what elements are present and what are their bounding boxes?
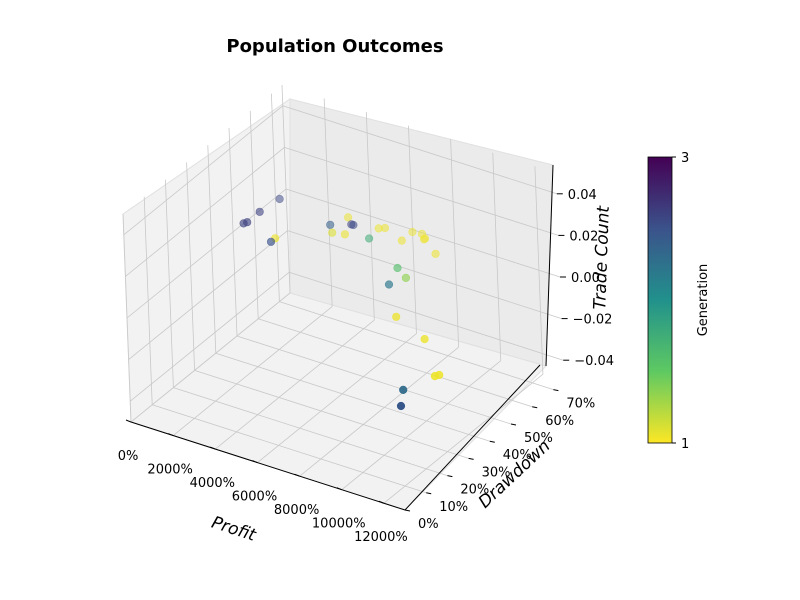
y-tick-mark bbox=[447, 475, 453, 478]
data-point bbox=[397, 236, 406, 245]
y-tick-label: 70% bbox=[566, 397, 595, 412]
gridline-y-floor bbox=[215, 352, 490, 442]
x-tick-label: 0% bbox=[118, 449, 139, 464]
x-tick-label: 2000% bbox=[147, 463, 192, 478]
y-tick-mark bbox=[426, 492, 432, 495]
y-tick-mark bbox=[489, 440, 495, 443]
gridline-y-floor bbox=[279, 301, 554, 390]
colorbar: 3 1 Generation bbox=[647, 151, 711, 452]
data-point bbox=[266, 237, 276, 246]
gridline-y-floor bbox=[173, 387, 448, 476]
data-point bbox=[365, 234, 374, 243]
gridline-y-floor bbox=[194, 370, 469, 459]
x-tick-mark bbox=[125, 419, 132, 423]
gridline-z-back bbox=[289, 271, 564, 361]
x-tick-label: 10000% bbox=[312, 517, 366, 532]
y-axis-line bbox=[404, 364, 541, 511]
x-tick-mark bbox=[336, 487, 342, 491]
data-point bbox=[420, 335, 429, 344]
data-point bbox=[239, 219, 248, 228]
x-axis-line bbox=[130, 421, 406, 511]
x-tick-mark bbox=[167, 433, 174, 437]
x-tick-mark bbox=[294, 473, 300, 477]
data-point bbox=[431, 249, 440, 258]
data-point bbox=[349, 220, 358, 230]
data-point bbox=[275, 194, 284, 204]
chart-title: Population Outcomes bbox=[226, 36, 443, 57]
data-point bbox=[344, 213, 353, 222]
gridline-x-floor bbox=[130, 292, 291, 423]
x-tick-label: 6000% bbox=[232, 490, 277, 505]
z-axis-line bbox=[545, 164, 554, 367]
colorbar-label: Generation bbox=[696, 264, 711, 337]
y-tick-label: 0% bbox=[418, 517, 439, 532]
colorbar-tick-label-min: 1 bbox=[681, 437, 689, 452]
gridline-z-back bbox=[284, 147, 559, 236]
gridline-x-floor bbox=[215, 319, 375, 450]
data-point bbox=[328, 228, 337, 237]
gridline-z-back bbox=[282, 105, 557, 195]
gridline-y-floor bbox=[152, 404, 427, 494]
data-point bbox=[392, 312, 401, 321]
gridline-x-floor bbox=[257, 333, 417, 463]
z-tick-label: 0.00 bbox=[571, 271, 600, 286]
gridline-x-floor bbox=[299, 346, 459, 477]
axes-panes bbox=[122, 98, 554, 511]
gridline-x-floor bbox=[172, 306, 333, 436]
z-tick-label: −0.02 bbox=[573, 313, 613, 328]
data-point bbox=[399, 385, 408, 395]
data-point bbox=[255, 207, 264, 216]
data-point bbox=[408, 227, 417, 237]
z-axis-label: Trade Count bbox=[590, 204, 614, 310]
data-points bbox=[239, 194, 444, 411]
y-tick-mark bbox=[532, 406, 538, 409]
y-tick-label: 10% bbox=[439, 500, 468, 515]
colorbar-gradient bbox=[647, 156, 673, 444]
data-point bbox=[419, 235, 429, 244]
y-axis-ticks: 0%10% 20% 30% 40% 50% 60% 70% bbox=[404, 389, 595, 532]
data-point bbox=[374, 224, 383, 233]
data-point bbox=[384, 280, 394, 289]
z-tick-label: 0.02 bbox=[569, 229, 598, 244]
gridline-z-left bbox=[125, 147, 285, 277]
y-tick-label: 20% bbox=[460, 483, 489, 498]
gridlines bbox=[122, 84, 564, 511]
data-point bbox=[340, 230, 350, 239]
x-axis-ticks: 0% 2000%4000%6000%8000%10000%12000% bbox=[118, 419, 408, 545]
y-tick-label: 40% bbox=[503, 448, 532, 463]
gridline-y-floor bbox=[258, 318, 533, 408]
y-tick-label: 60% bbox=[545, 414, 574, 429]
y-tick-mark bbox=[404, 509, 411, 512]
x-tick-label: 8000% bbox=[274, 503, 319, 518]
x-tick-mark bbox=[378, 500, 385, 504]
z-tick-label: −0.04 bbox=[574, 354, 614, 369]
gridline-x-floor bbox=[341, 360, 502, 491]
colorbar-tick-label-max: 3 bbox=[681, 151, 689, 166]
data-point bbox=[396, 401, 406, 411]
z-axis-ticks: −0.04 −0.02 0.00 0.02 0.04 bbox=[556, 188, 614, 369]
y-tick-mark bbox=[468, 457, 474, 460]
y-tick-mark bbox=[510, 423, 517, 426]
data-point bbox=[393, 263, 402, 273]
data-point bbox=[401, 273, 411, 283]
gridline-x-floor bbox=[383, 373, 544, 504]
x-tick-mark bbox=[210, 446, 216, 450]
gridline-y-floor bbox=[236, 335, 512, 425]
data-point bbox=[430, 372, 440, 381]
x-tick-label: 4000% bbox=[190, 476, 235, 491]
x-tick-label: 12000% bbox=[354, 530, 408, 545]
z-tick-label: 0.04 bbox=[568, 188, 597, 203]
gridline-z-left bbox=[123, 105, 284, 236]
x-axis-label: Profit bbox=[209, 513, 260, 546]
y-tick-mark bbox=[553, 389, 559, 392]
gridline-z-left bbox=[129, 271, 290, 402]
gridline-z-left bbox=[128, 230, 288, 360]
x-tick-mark bbox=[252, 460, 258, 464]
gridline-z-back bbox=[287, 230, 562, 319]
data-point bbox=[326, 220, 335, 229]
y-tick-label: 30% bbox=[482, 465, 511, 480]
axis-lines bbox=[130, 164, 554, 511]
y-tick-label: 50% bbox=[524, 431, 553, 446]
